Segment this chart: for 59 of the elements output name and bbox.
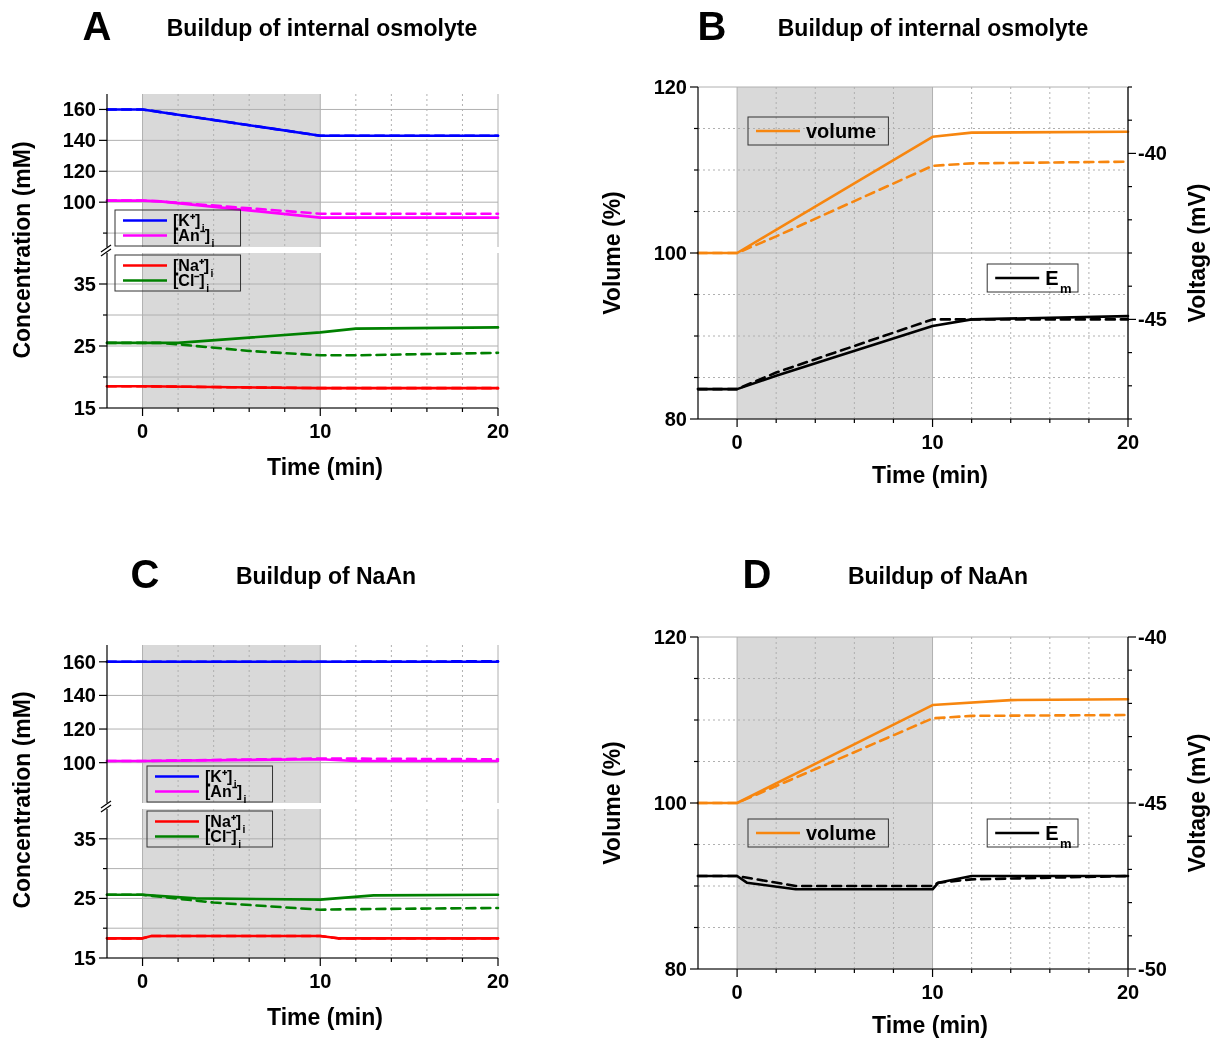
y-tick-label: 35 xyxy=(73,273,96,295)
legend-label: E$_{m}$ xyxy=(1045,822,1072,851)
y2-axis-title: Voltage (mV) xyxy=(1184,733,1210,873)
y-tick-label: 120 xyxy=(653,76,687,98)
y-tick-label: 15 xyxy=(73,397,96,419)
x-tick-label: 10 xyxy=(309,970,332,992)
x-tick-label: 0 xyxy=(731,981,743,1003)
y-tick-label: 100 xyxy=(62,191,96,214)
y-axis-title: Volume (%) xyxy=(599,191,625,315)
chart-title: Buildup of NaAn xyxy=(847,563,1029,589)
text: A xyxy=(82,4,112,48)
y-tick-label: 100 xyxy=(62,751,96,774)
y-tick-label: 100 xyxy=(653,242,687,264)
y-tick-label: 120 xyxy=(62,718,96,741)
x-axis-title: Time (min) xyxy=(872,1012,988,1038)
y2-tick-label: -50 xyxy=(1138,958,1167,980)
y-tick-label: 140 xyxy=(62,129,96,152)
y-tick-label: 100 xyxy=(653,792,687,814)
y-tick-label: 35 xyxy=(73,827,96,850)
y2-tick-label: -40 xyxy=(1138,142,1167,165)
x-tick-label: 20 xyxy=(486,970,510,992)
y-axis-title: Concentration (mM) xyxy=(9,141,35,359)
y-tick-label: 25 xyxy=(73,887,96,910)
chart-title: Buildup of NaAn xyxy=(235,563,417,589)
x-tick-label: 10 xyxy=(921,431,944,453)
y-tick-label: 80 xyxy=(664,408,687,430)
chart-title: Buildup of internal osmolyte xyxy=(166,15,478,41)
x-axis-title: Time (min) xyxy=(267,454,383,480)
x-axis-title: Time (min) xyxy=(267,1004,383,1030)
y-tick-label: 15 xyxy=(73,947,96,969)
x-tick-label: 0 xyxy=(136,970,149,992)
x-tick-label: 10 xyxy=(921,981,944,1003)
x-tick-label: 20 xyxy=(1116,431,1140,453)
x-tick-label: 20 xyxy=(486,420,510,442)
legend-label: E$_{m}$ xyxy=(1045,267,1072,296)
y-tick-label: 120 xyxy=(653,626,687,648)
text: C xyxy=(130,552,160,596)
x-tick-label: 0 xyxy=(731,431,743,453)
y-tick-label: 80 xyxy=(664,958,687,980)
legend-label: volume xyxy=(806,120,877,143)
y2-axis-title: Voltage (mV) xyxy=(1184,183,1210,323)
y-tick-label: 160 xyxy=(62,98,96,121)
x-axis-title: Time (min) xyxy=(872,462,988,488)
x-tick-label: 0 xyxy=(136,420,149,442)
x-tick-label: 20 xyxy=(1116,981,1140,1003)
y-tick-label: 25 xyxy=(73,335,96,357)
x-tick-label: 10 xyxy=(309,420,332,442)
y-tick-label: 160 xyxy=(62,650,96,673)
y-tick-label: 120 xyxy=(62,160,96,183)
y-axis-title: Volume (%) xyxy=(599,741,625,865)
y2-tick-label: -40 xyxy=(1138,626,1167,648)
legend-label: volume xyxy=(806,822,877,845)
y-tick-label: 140 xyxy=(62,684,96,707)
text: B xyxy=(697,4,727,48)
y2-tick-label: -45 xyxy=(1138,308,1167,331)
chart-title: Buildup of internal osmolyte xyxy=(777,15,1089,41)
y2-tick-label: -45 xyxy=(1138,792,1167,814)
y-axis-title: Concentration (mM) xyxy=(9,691,35,909)
text: D xyxy=(742,552,772,596)
